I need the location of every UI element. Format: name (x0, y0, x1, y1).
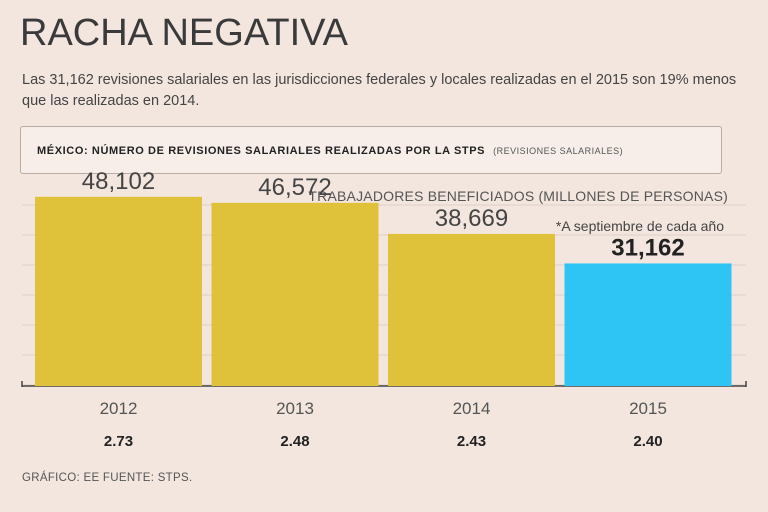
bar (388, 233, 555, 386)
panel-unit-note: (REVISIONES SALARIALES) (493, 146, 624, 156)
x-tick-label: 2013 (276, 399, 314, 418)
chart-header-panel: MÉXICO: NÚMERO DE REVISIONES SALARIALES … (20, 126, 722, 174)
secondary-value-label: 2.73 (104, 433, 133, 450)
bar (211, 202, 379, 386)
bar (35, 196, 202, 386)
chart-subtitle: Las 31,162 revisiones salariales en las … (22, 72, 737, 109)
x-tick-label: 2015 (629, 399, 667, 418)
secondary-value-label: 2.48 (280, 433, 309, 450)
chart-title: RACHA NEGATIVA (20, 12, 348, 54)
panel-title: MÉXICO: NÚMERO DE REVISIONES SALARIALES … (37, 145, 623, 157)
data-label: 46,572 (258, 174, 331, 201)
x-tick-label: 2012 (100, 399, 138, 418)
x-tick-label: 2014 (453, 399, 491, 418)
data-label: 38,669 (435, 205, 508, 232)
secondary-series-label: TRABAJADORES BENEFICIADOS (MILLONES DE P… (308, 188, 728, 204)
secondary-value-label: 2.43 (457, 433, 486, 450)
footnote: *A septiembre de cada año (555, 218, 724, 234)
data-label: 31,162 (611, 234, 684, 261)
source-credit: GRÁFICO: EE FUENTE: STPS. (22, 472, 193, 484)
bar (564, 263, 732, 386)
data-label: 48,102 (82, 168, 155, 195)
panel-title-text: MÉXICO: NÚMERO DE REVISIONES SALARIALES … (37, 145, 486, 157)
secondary-value-label: 2.40 (633, 433, 662, 450)
